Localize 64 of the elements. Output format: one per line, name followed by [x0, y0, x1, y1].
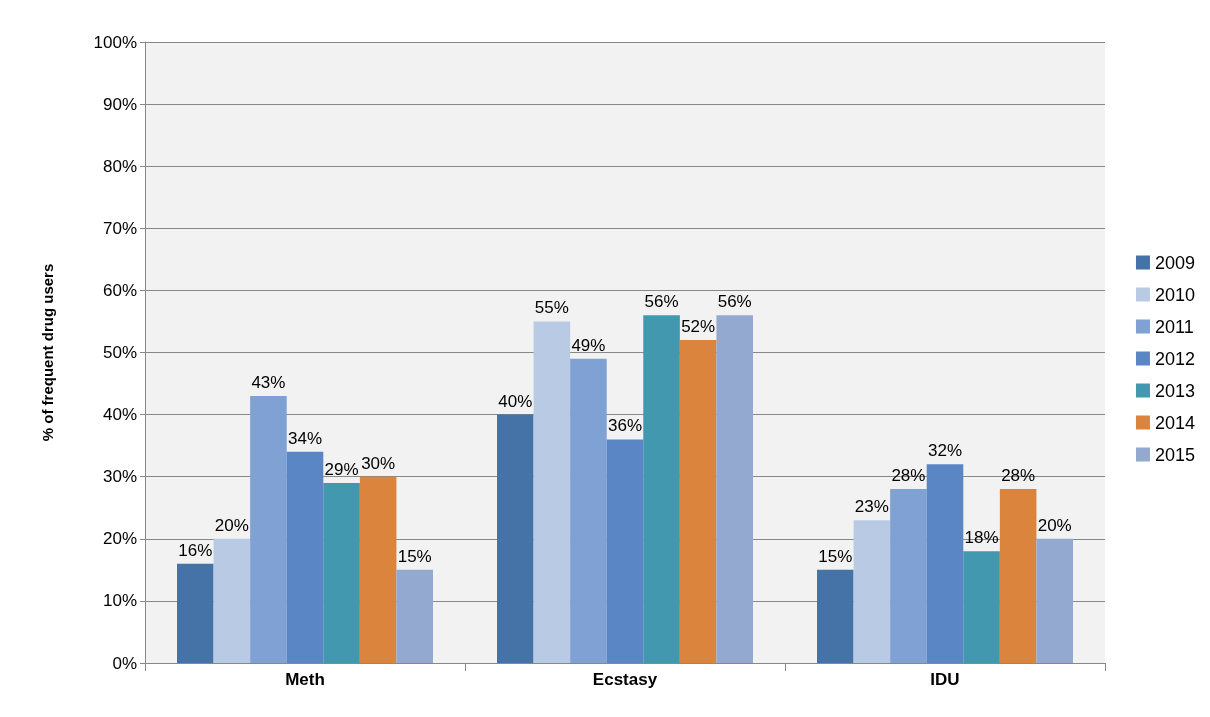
bar — [890, 489, 927, 663]
bar — [213, 538, 251, 663]
bar — [853, 520, 891, 663]
legend-label: 2011 — [1154, 316, 1194, 337]
data-label: 16% — [178, 540, 213, 560]
bar — [396, 569, 433, 663]
y-tick-label: 40% — [102, 405, 137, 425]
legend-label: 2010 — [1154, 284, 1195, 305]
bar — [286, 451, 324, 663]
bar — [643, 315, 680, 663]
bar — [716, 315, 753, 663]
y-tick-label: 20% — [102, 529, 137, 549]
bar — [963, 551, 1000, 663]
x-tick-label: IDU — [930, 670, 960, 689]
data-label: 23% — [854, 497, 889, 517]
data-label: 56% — [644, 292, 679, 312]
bar — [606, 439, 644, 663]
bar — [497, 414, 534, 663]
y-axis-title: % of frequent drug users — [39, 263, 56, 442]
legend-label: 2009 — [1154, 252, 1195, 273]
y-tick-label: 90% — [102, 94, 137, 114]
bar — [323, 482, 360, 663]
bar — [533, 321, 571, 663]
bar — [250, 395, 287, 663]
y-tick-label: 50% — [102, 343, 137, 362]
data-label: 18% — [964, 528, 999, 548]
data-label: 56% — [717, 292, 752, 312]
data-label: 29% — [324, 459, 359, 479]
x-tick-label: Meth — [285, 670, 325, 689]
data-label: 20% — [214, 515, 249, 535]
legend-label: 2012 — [1154, 348, 1195, 369]
bar — [679, 340, 717, 663]
legend-label: 2013 — [1154, 380, 1195, 401]
data-label: 32% — [927, 441, 963, 461]
legend-label: 2015 — [1154, 444, 1195, 465]
y-tick-label: 30% — [102, 467, 137, 487]
data-label: 15% — [818, 546, 853, 566]
data-label: 40% — [498, 391, 533, 411]
legend-label: 2014 — [1154, 412, 1195, 433]
y-tick-label: 10% — [102, 591, 137, 611]
data-label: 43% — [251, 372, 286, 392]
y-tick-label: 0% — [112, 653, 137, 673]
data-label: 30% — [361, 453, 396, 473]
data-label: 28% — [1001, 466, 1036, 486]
y-tick-label: 100% — [93, 32, 137, 52]
bar — [1036, 538, 1073, 663]
data-label: 36% — [607, 416, 643, 436]
y-tick-label: 70% — [102, 218, 137, 238]
y-tick-label: 80% — [102, 156, 137, 176]
x-tick-label: Ecstasy — [592, 670, 658, 689]
data-label: 28% — [891, 466, 926, 486]
bar — [177, 563, 214, 663]
data-label: 52% — [681, 317, 716, 337]
bar — [926, 464, 964, 663]
bar — [817, 569, 854, 663]
data-label: 15% — [397, 546, 432, 566]
bar — [570, 358, 607, 663]
y-tick-label: 60% — [102, 280, 137, 300]
data-label: 20% — [1037, 515, 1072, 535]
data-label: 49% — [571, 335, 606, 355]
bar — [999, 489, 1037, 663]
data-label: 55% — [534, 298, 569, 318]
bar — [359, 476, 397, 663]
data-label: 34% — [287, 428, 323, 448]
